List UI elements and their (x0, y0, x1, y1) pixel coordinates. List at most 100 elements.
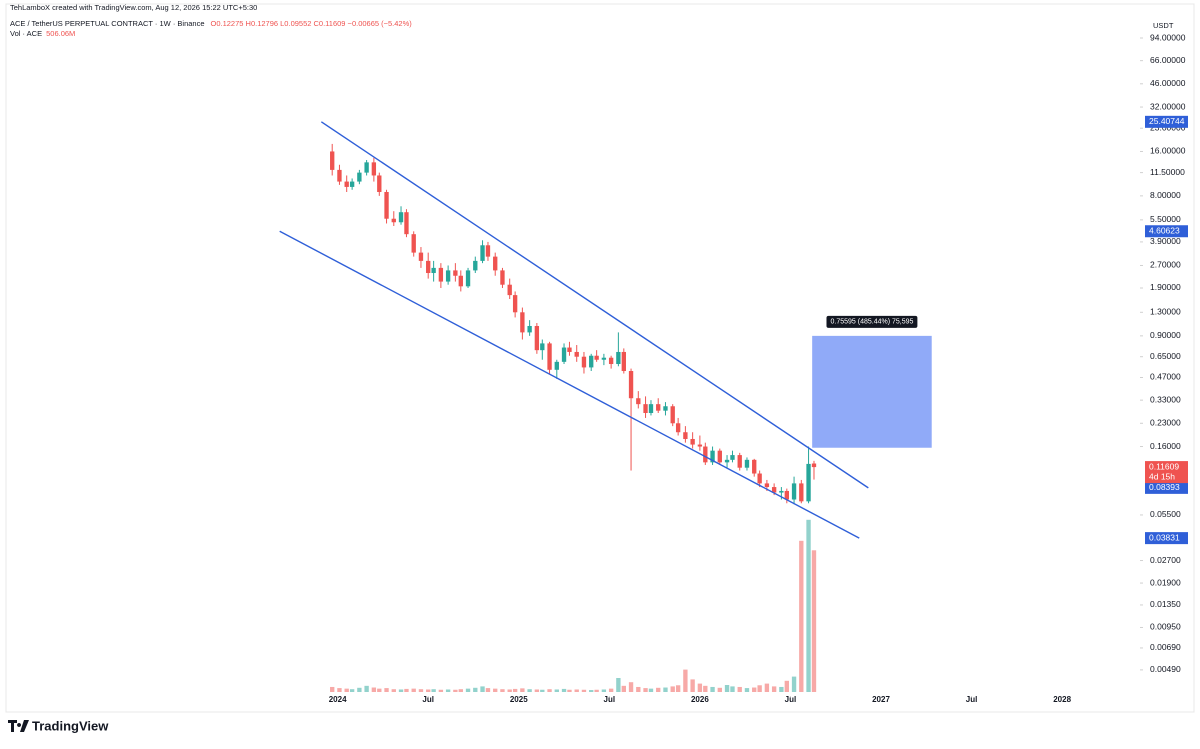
candle-body (384, 191, 389, 219)
measure-box (812, 335, 932, 448)
candle-body (616, 351, 621, 365)
credit: TehLamboX created with TradingView.com, … (10, 3, 257, 12)
trend-line (279, 230, 860, 539)
candle-body (391, 218, 396, 223)
candle-body (670, 406, 675, 424)
volume-bar (764, 683, 770, 692)
candle-body (764, 483, 770, 488)
candle-body (710, 450, 715, 463)
x-tick-label: 2028 (1053, 695, 1071, 704)
candle-body (811, 463, 817, 468)
volume-bar (384, 688, 389, 692)
volume-bar (426, 689, 431, 692)
volume-bar (473, 687, 478, 692)
y-tick-label: 0.01900 (1150, 577, 1181, 587)
volume-bar (581, 689, 587, 692)
candle-body (371, 162, 377, 176)
candle-body (791, 483, 797, 500)
price-badge (1145, 532, 1188, 545)
candle-body (547, 343, 552, 370)
candle-body (724, 459, 730, 463)
candle-body (594, 355, 599, 360)
candle-body (648, 404, 654, 414)
volume-bar (779, 686, 784, 692)
volume-bar (554, 689, 559, 692)
y-tick-label: 5.50000 (1150, 214, 1181, 224)
volume-bar (710, 686, 715, 692)
candle-body (330, 151, 335, 170)
candle-body (589, 355, 594, 368)
logo-text: TradingView (32, 718, 109, 733)
y-tick-label: 0.02700 (1150, 555, 1181, 565)
y-tick-label: 0.00950 (1150, 622, 1181, 632)
volume-bar (349, 689, 355, 692)
volume-bar (703, 685, 708, 692)
volume-bar (445, 689, 451, 692)
volume-bar (628, 682, 634, 692)
y-tick-label: 16.00000 (1150, 146, 1186, 156)
volume-bar (594, 689, 599, 692)
volume-bar (724, 685, 730, 692)
volume-bar (561, 688, 567, 692)
candle-body (567, 347, 572, 352)
candle-body (643, 404, 648, 414)
countdown: 4d 15h (1149, 471, 1175, 481)
volume-bar (458, 689, 463, 692)
y-tick-label: 11.50000 (1150, 167, 1185, 177)
logo: TradingView (8, 718, 109, 733)
candle-body (438, 267, 444, 282)
x-tick-label: 2026 (691, 695, 709, 704)
candle-body (431, 267, 436, 274)
price-badge-label: 4.60623 (1149, 225, 1180, 235)
y-tick-label: 0.16000 (1150, 441, 1181, 451)
candle-body (621, 351, 626, 372)
volume-bar (670, 686, 675, 692)
volume-bar (656, 687, 661, 692)
candle-body (364, 162, 369, 173)
measure-label-bg (826, 315, 918, 328)
y-tick-label: 8.00000 (1150, 190, 1181, 200)
candle-body (453, 270, 458, 276)
candle-body (806, 463, 811, 502)
x-tick-label: Jul (785, 695, 797, 704)
volume-bar (357, 687, 362, 692)
candle-body (717, 450, 722, 463)
price-badge-label: 0.03831 (1149, 532, 1180, 542)
candle-body (500, 270, 505, 285)
candle-body (349, 181, 355, 187)
candle-body (628, 371, 634, 399)
candle-body (737, 455, 742, 468)
volume-bar (791, 676, 797, 692)
volume-bar (500, 689, 505, 692)
y-tick-label: 0.00490 (1150, 664, 1181, 674)
volume-title: Vol · ACE (10, 29, 42, 38)
candle-body (636, 398, 641, 405)
candle-body (784, 490, 789, 500)
volume-bar (344, 688, 349, 692)
volume-bar (485, 688, 491, 692)
trend-line (320, 121, 869, 489)
y-tick-label: 0.00690 (1150, 642, 1181, 652)
candle-body (534, 325, 540, 351)
y-tick-label: 0.01350 (1150, 599, 1181, 609)
volume-bar (799, 540, 804, 692)
candle-body (473, 260, 478, 271)
candle-body (520, 312, 525, 333)
candle-body (554, 361, 559, 370)
x-tick-label: 2025 (510, 695, 528, 704)
candle-body (690, 438, 695, 445)
candle-body (663, 406, 668, 411)
volume-bar (377, 688, 382, 692)
volume-bar (527, 689, 532, 692)
volume-bar (404, 688, 409, 692)
volume-bar (465, 688, 471, 692)
volume-bar (547, 689, 552, 692)
volume-bar (675, 685, 681, 692)
volume-bar (643, 688, 648, 692)
candle-body (426, 260, 431, 274)
volume-bar (507, 689, 512, 692)
volume-bar (601, 689, 607, 692)
symbol: ACE / TetherUS PERPETUAL CONTRACT · 1W ·… (10, 19, 205, 28)
volume-bar (480, 686, 485, 692)
